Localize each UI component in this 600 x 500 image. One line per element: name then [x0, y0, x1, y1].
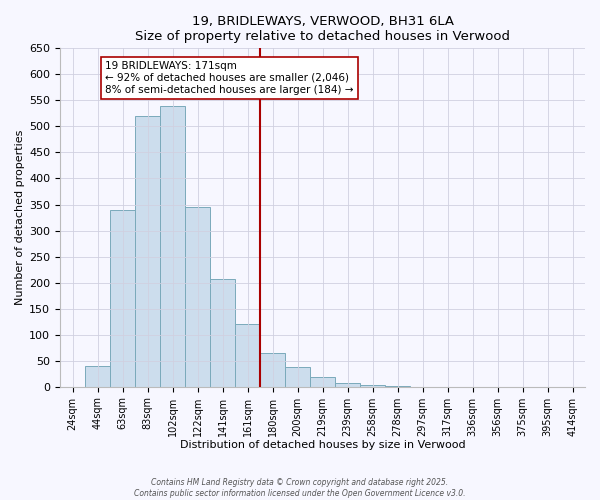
Y-axis label: Number of detached properties: Number of detached properties: [15, 130, 25, 305]
Bar: [160, 106, 185, 386]
Bar: [185, 207, 210, 386]
Bar: [310, 378, 335, 386]
X-axis label: Distribution of detached houses by size in Verwood: Distribution of detached houses by size …: [179, 440, 466, 450]
Bar: [360, 385, 385, 386]
Bar: [335, 382, 360, 386]
Bar: [135, 116, 160, 386]
Title: 19, BRIDLEWAYS, VERWOOD, BH31 6LA
Size of property relative to detached houses i: 19, BRIDLEWAYS, VERWOOD, BH31 6LA Size o…: [135, 15, 510, 43]
Text: Contains HM Land Registry data © Crown copyright and database right 2025.
Contai: Contains HM Land Registry data © Crown c…: [134, 478, 466, 498]
Text: 19 BRIDLEWAYS: 171sqm
← 92% of detached houses are smaller (2,046)
8% of semi-de: 19 BRIDLEWAYS: 171sqm ← 92% of detached …: [105, 62, 353, 94]
Bar: [235, 324, 260, 386]
Bar: [110, 210, 135, 386]
Bar: [285, 367, 310, 386]
Bar: [85, 366, 110, 386]
Bar: [210, 279, 235, 386]
Bar: [260, 353, 285, 386]
